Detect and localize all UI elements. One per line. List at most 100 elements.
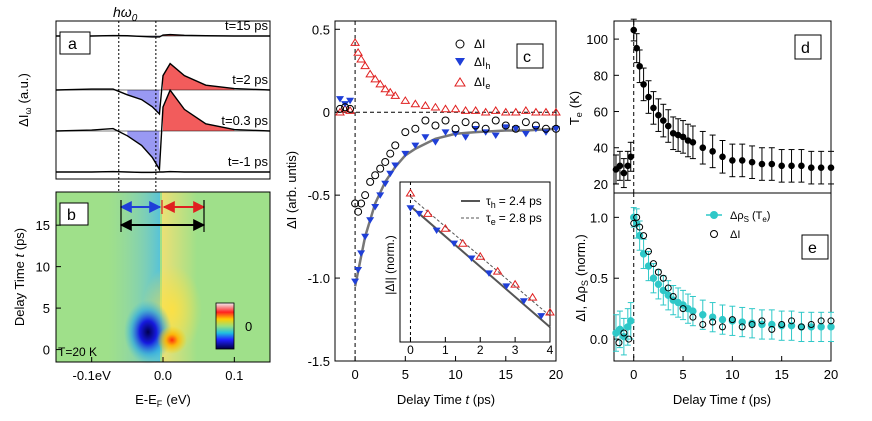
point-dIh <box>371 203 380 211</box>
d-ytick-label: 40 <box>594 141 608 156</box>
d-ytick-label: 80 <box>594 68 608 83</box>
e-ytick-label: 0.5 <box>590 271 608 286</box>
panel-e-ylabel: ΔI, ΔρS(norm.) <box>573 234 590 322</box>
point-dI-e <box>699 320 707 328</box>
inset-xtick-label: 3 <box>512 343 519 357</box>
point-dIe <box>410 99 421 108</box>
inset-point-h <box>450 240 459 247</box>
b-xtick-label: -0.1eV <box>73 368 112 383</box>
point-dI <box>354 207 363 216</box>
point-dIh <box>552 126 560 133</box>
point-dIe <box>450 104 461 113</box>
point-drho <box>654 280 663 289</box>
spectrum-negative-fill <box>127 90 160 114</box>
point-dI <box>471 121 480 130</box>
c-xtick-label: 0 <box>351 367 358 382</box>
heatmap-hot-region <box>157 326 187 354</box>
panel-c-marks <box>335 38 561 287</box>
inset-point-e <box>405 188 416 197</box>
point-dIh <box>521 130 530 138</box>
inset-ylabel: |ΔI| (norm.) <box>383 235 397 295</box>
point-Te <box>778 162 785 170</box>
point-drho <box>679 301 687 309</box>
point-dI-e <box>817 317 825 325</box>
point-drho <box>616 325 624 334</box>
colorbar: 0 <box>215 302 252 350</box>
legend-marker-dI-e <box>710 230 718 238</box>
point-Te <box>660 117 667 124</box>
e-xtick-label: 10 <box>725 367 739 382</box>
point-dI <box>421 116 430 125</box>
point-dI-e <box>625 335 633 343</box>
point-drho <box>689 307 697 315</box>
point-dIh <box>376 192 385 199</box>
c-ytick-label: 0.5 <box>312 22 330 37</box>
point-dIe <box>356 54 367 63</box>
point-Te <box>689 139 697 146</box>
point-Te <box>817 164 825 171</box>
panel-c-label-box: c <box>516 43 544 69</box>
point-dI-e <box>827 317 835 325</box>
panel-d-label-box: d <box>794 34 822 60</box>
point-dIe <box>500 107 511 116</box>
point-Te <box>798 162 805 170</box>
panel-d: 20 40 60 80 100 d Te(K) <box>567 18 835 194</box>
inset-marks: 0 1 2 3 4 <box>405 182 555 357</box>
point-dI-e <box>679 305 687 313</box>
inset-point-h <box>415 210 424 218</box>
inset-fit-h <box>409 205 551 328</box>
inset-legend-tau-e: τe = 2.8 ps <box>486 211 542 227</box>
spectrum-curve <box>55 88 271 172</box>
e-xtick-label: 15 <box>774 367 788 382</box>
colorbar-tick-label: 0 <box>245 319 252 334</box>
point-dI <box>376 164 385 173</box>
point-Te <box>645 93 652 101</box>
point-drho <box>807 323 815 331</box>
inset-point-e <box>423 209 433 217</box>
b-ytick-label: 10 <box>36 260 50 275</box>
point-Te <box>679 133 687 141</box>
point-dI-e <box>728 316 736 324</box>
panel-b-ylabel: Delay Time t (ps) <box>12 228 27 326</box>
point-Te <box>738 157 746 164</box>
point-dIh <box>346 97 355 105</box>
point-Te <box>699 144 707 152</box>
point-dI-e <box>778 320 786 328</box>
panel-d-marks <box>612 18 835 189</box>
c-ytick-label: 0 <box>323 105 330 120</box>
point-dI <box>521 118 530 127</box>
point-Te <box>807 164 815 171</box>
point-dI <box>461 118 470 127</box>
e-xtick-label: 0 <box>630 367 637 382</box>
panel-a-curve-label-0: t=15 ps <box>225 18 269 33</box>
panel-e-label-box: e <box>801 234 829 260</box>
point-Te <box>729 157 736 164</box>
point-dIh <box>336 96 345 103</box>
point-dIh <box>386 170 395 178</box>
c-xtick-label: 15 <box>499 367 513 382</box>
inset-legend-tau-h: τh = 2.4 ps <box>486 194 542 210</box>
point-dI-e <box>630 219 638 227</box>
inset-point-h <box>537 313 546 320</box>
panel-a-curve-label-1: t=2 ps <box>232 72 268 87</box>
point-Te <box>709 148 716 155</box>
panel-a-curve-label-3: t=-1 ps <box>228 154 269 169</box>
point-dI <box>381 157 390 166</box>
point-dI <box>391 141 400 150</box>
b-xtick-label: 0.0 <box>154 368 172 383</box>
point-dIh <box>431 139 440 146</box>
inset-xtick-label: 1 <box>442 343 449 357</box>
panel-d-axes: 20 40 60 80 100 <box>586 21 635 193</box>
point-dI <box>341 103 350 112</box>
point-dIe <box>365 69 376 78</box>
point-dI-e <box>719 323 726 331</box>
point-dI-e <box>768 325 776 333</box>
point-dI-e <box>664 284 672 292</box>
point-dI-e <box>620 329 628 337</box>
point-dI-e <box>758 317 766 325</box>
point-dIe <box>353 47 364 56</box>
point-dIh <box>391 162 400 169</box>
panel-e: 0 5 10 15 20 0.0 0.5 1.0 e ΔρS (Te) ΔI ΔI, ΔρS(n… <box>573 192 838 407</box>
point-Te <box>620 169 628 177</box>
panel-e-frame <box>613 192 832 362</box>
